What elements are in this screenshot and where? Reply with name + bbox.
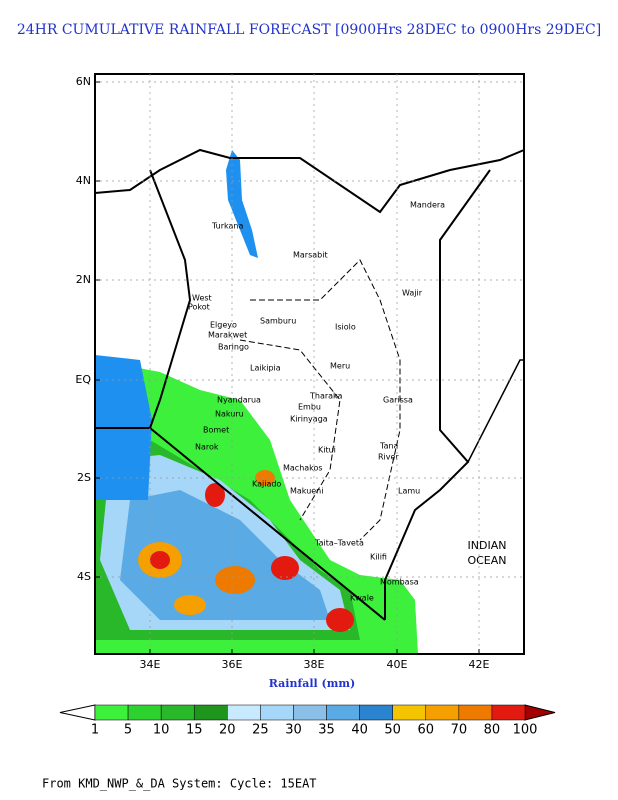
lat-label: 6N <box>76 75 91 88</box>
place-label: Kirinyaga <box>290 415 328 424</box>
place-label: Makueni <box>290 487 323 496</box>
place-label: Meru <box>330 362 350 371</box>
colorbar-label: 25 <box>252 723 269 738</box>
colorbar-box <box>227 704 261 721</box>
lon-label: 42E <box>469 658 490 671</box>
colorbar-label: 80 <box>484 723 501 738</box>
lon-label: 36E <box>222 658 243 671</box>
place-label: Laikipia <box>250 364 281 373</box>
colorbar-box <box>293 704 327 721</box>
colorbar-under <box>59 704 96 721</box>
title: 24HR CUMULATIVE RAINFALL FORECAST [0900H… <box>17 22 601 38</box>
border <box>467 359 524 463</box>
colorbar-label: 10 <box>153 723 170 738</box>
place-label: Kilifi <box>370 553 387 562</box>
rain-area <box>271 556 299 580</box>
colorbar-box <box>359 704 393 721</box>
colorbar-box <box>491 704 526 721</box>
lake-turkana <box>226 150 258 258</box>
lat-label: EQ <box>75 373 91 386</box>
colorbar-label: 40 <box>351 723 368 738</box>
lon-label: 34E <box>140 658 161 671</box>
colorbar-label: 5 <box>124 723 132 738</box>
lat-label: 2N <box>76 273 91 286</box>
rain-area <box>205 483 225 507</box>
place-label: Bomet <box>203 426 229 435</box>
colorbar-box <box>193 704 228 721</box>
colorbar-label: 70 <box>451 723 468 738</box>
place-label: Nyandarua <box>217 396 261 405</box>
colorbar-label: 50 <box>384 723 401 738</box>
county-border <box>239 339 341 521</box>
place-label: Samburu <box>260 317 296 326</box>
rain-area <box>120 490 330 620</box>
rain-area <box>326 608 354 632</box>
colorbar-label: 35 <box>318 723 335 738</box>
colorbar-label: 1 <box>91 723 99 738</box>
colorbar-over <box>524 704 556 721</box>
colorbar-label: 20 <box>219 723 236 738</box>
rain-area <box>150 551 170 569</box>
place-label: Narok <box>195 443 219 452</box>
place-label: Pokot <box>188 303 210 312</box>
footer: From KMD_NWP_&_DA System: Cycle: 15EAT <box>42 777 317 791</box>
place-label: Baringo <box>218 343 249 352</box>
colorbar-label: 30 <box>285 723 302 738</box>
place-label: Nakuru <box>215 410 244 419</box>
map-frame <box>94 73 525 655</box>
place-label: Tana <box>379 442 399 451</box>
place-label: West <box>192 294 212 303</box>
place-label: Mombasa <box>380 578 419 587</box>
map: Turkana Marsabit Mandera Wajir West Poko… <box>94 73 525 655</box>
colorbar-box <box>425 704 460 721</box>
county-border <box>250 259 401 541</box>
lat-label: 4N <box>76 174 91 187</box>
rain-area <box>174 595 206 615</box>
place-label: River <box>378 453 399 462</box>
place-label: Lamu <box>398 487 420 496</box>
colorbar-box <box>458 704 493 721</box>
place-label: Kitui <box>318 446 336 455</box>
colorbar-box <box>127 704 162 721</box>
lon-label: 40E <box>387 658 408 671</box>
place-label: Garissa <box>383 396 413 405</box>
ocean-label: OCEAN <box>467 554 506 567</box>
lon-label: 38E <box>304 658 325 671</box>
colorbar-box <box>160 704 195 721</box>
place-label: Wajir <box>402 289 423 298</box>
colorbar-box <box>326 704 360 721</box>
colorbar-label: 100 <box>513 723 538 738</box>
place-label: Marakwet <box>208 331 247 340</box>
place-label: Turkana <box>211 222 243 231</box>
place-label: Mandera <box>410 201 445 210</box>
place-label: Kajiado <box>252 480 281 489</box>
rain-area <box>215 566 255 594</box>
colorbar-box <box>260 704 294 721</box>
place-label: Taita–Taveta <box>314 539 364 548</box>
place-label: Machakos <box>283 464 323 473</box>
lat-label: 2S <box>77 471 91 484</box>
rain-area <box>255 470 275 486</box>
lat-label: 4S <box>77 570 91 583</box>
place-label: Embu <box>298 403 321 412</box>
place-label: Isiolo <box>335 323 356 332</box>
x-axis-label: Rainfall (mm) <box>269 677 355 690</box>
ocean-label: INDIAN <box>468 539 507 552</box>
place-label: Marsabit <box>293 251 328 260</box>
border <box>149 169 192 429</box>
colorbar-box <box>392 704 427 721</box>
place-label: Kwale <box>350 594 374 603</box>
colorbar-label: 15 <box>186 723 203 738</box>
place-label: Elgeyo <box>210 321 237 330</box>
colorbar-box <box>94 704 129 721</box>
border <box>384 169 491 620</box>
place-label: Tharaka <box>309 392 343 401</box>
colorbar-label: 60 <box>417 723 434 738</box>
